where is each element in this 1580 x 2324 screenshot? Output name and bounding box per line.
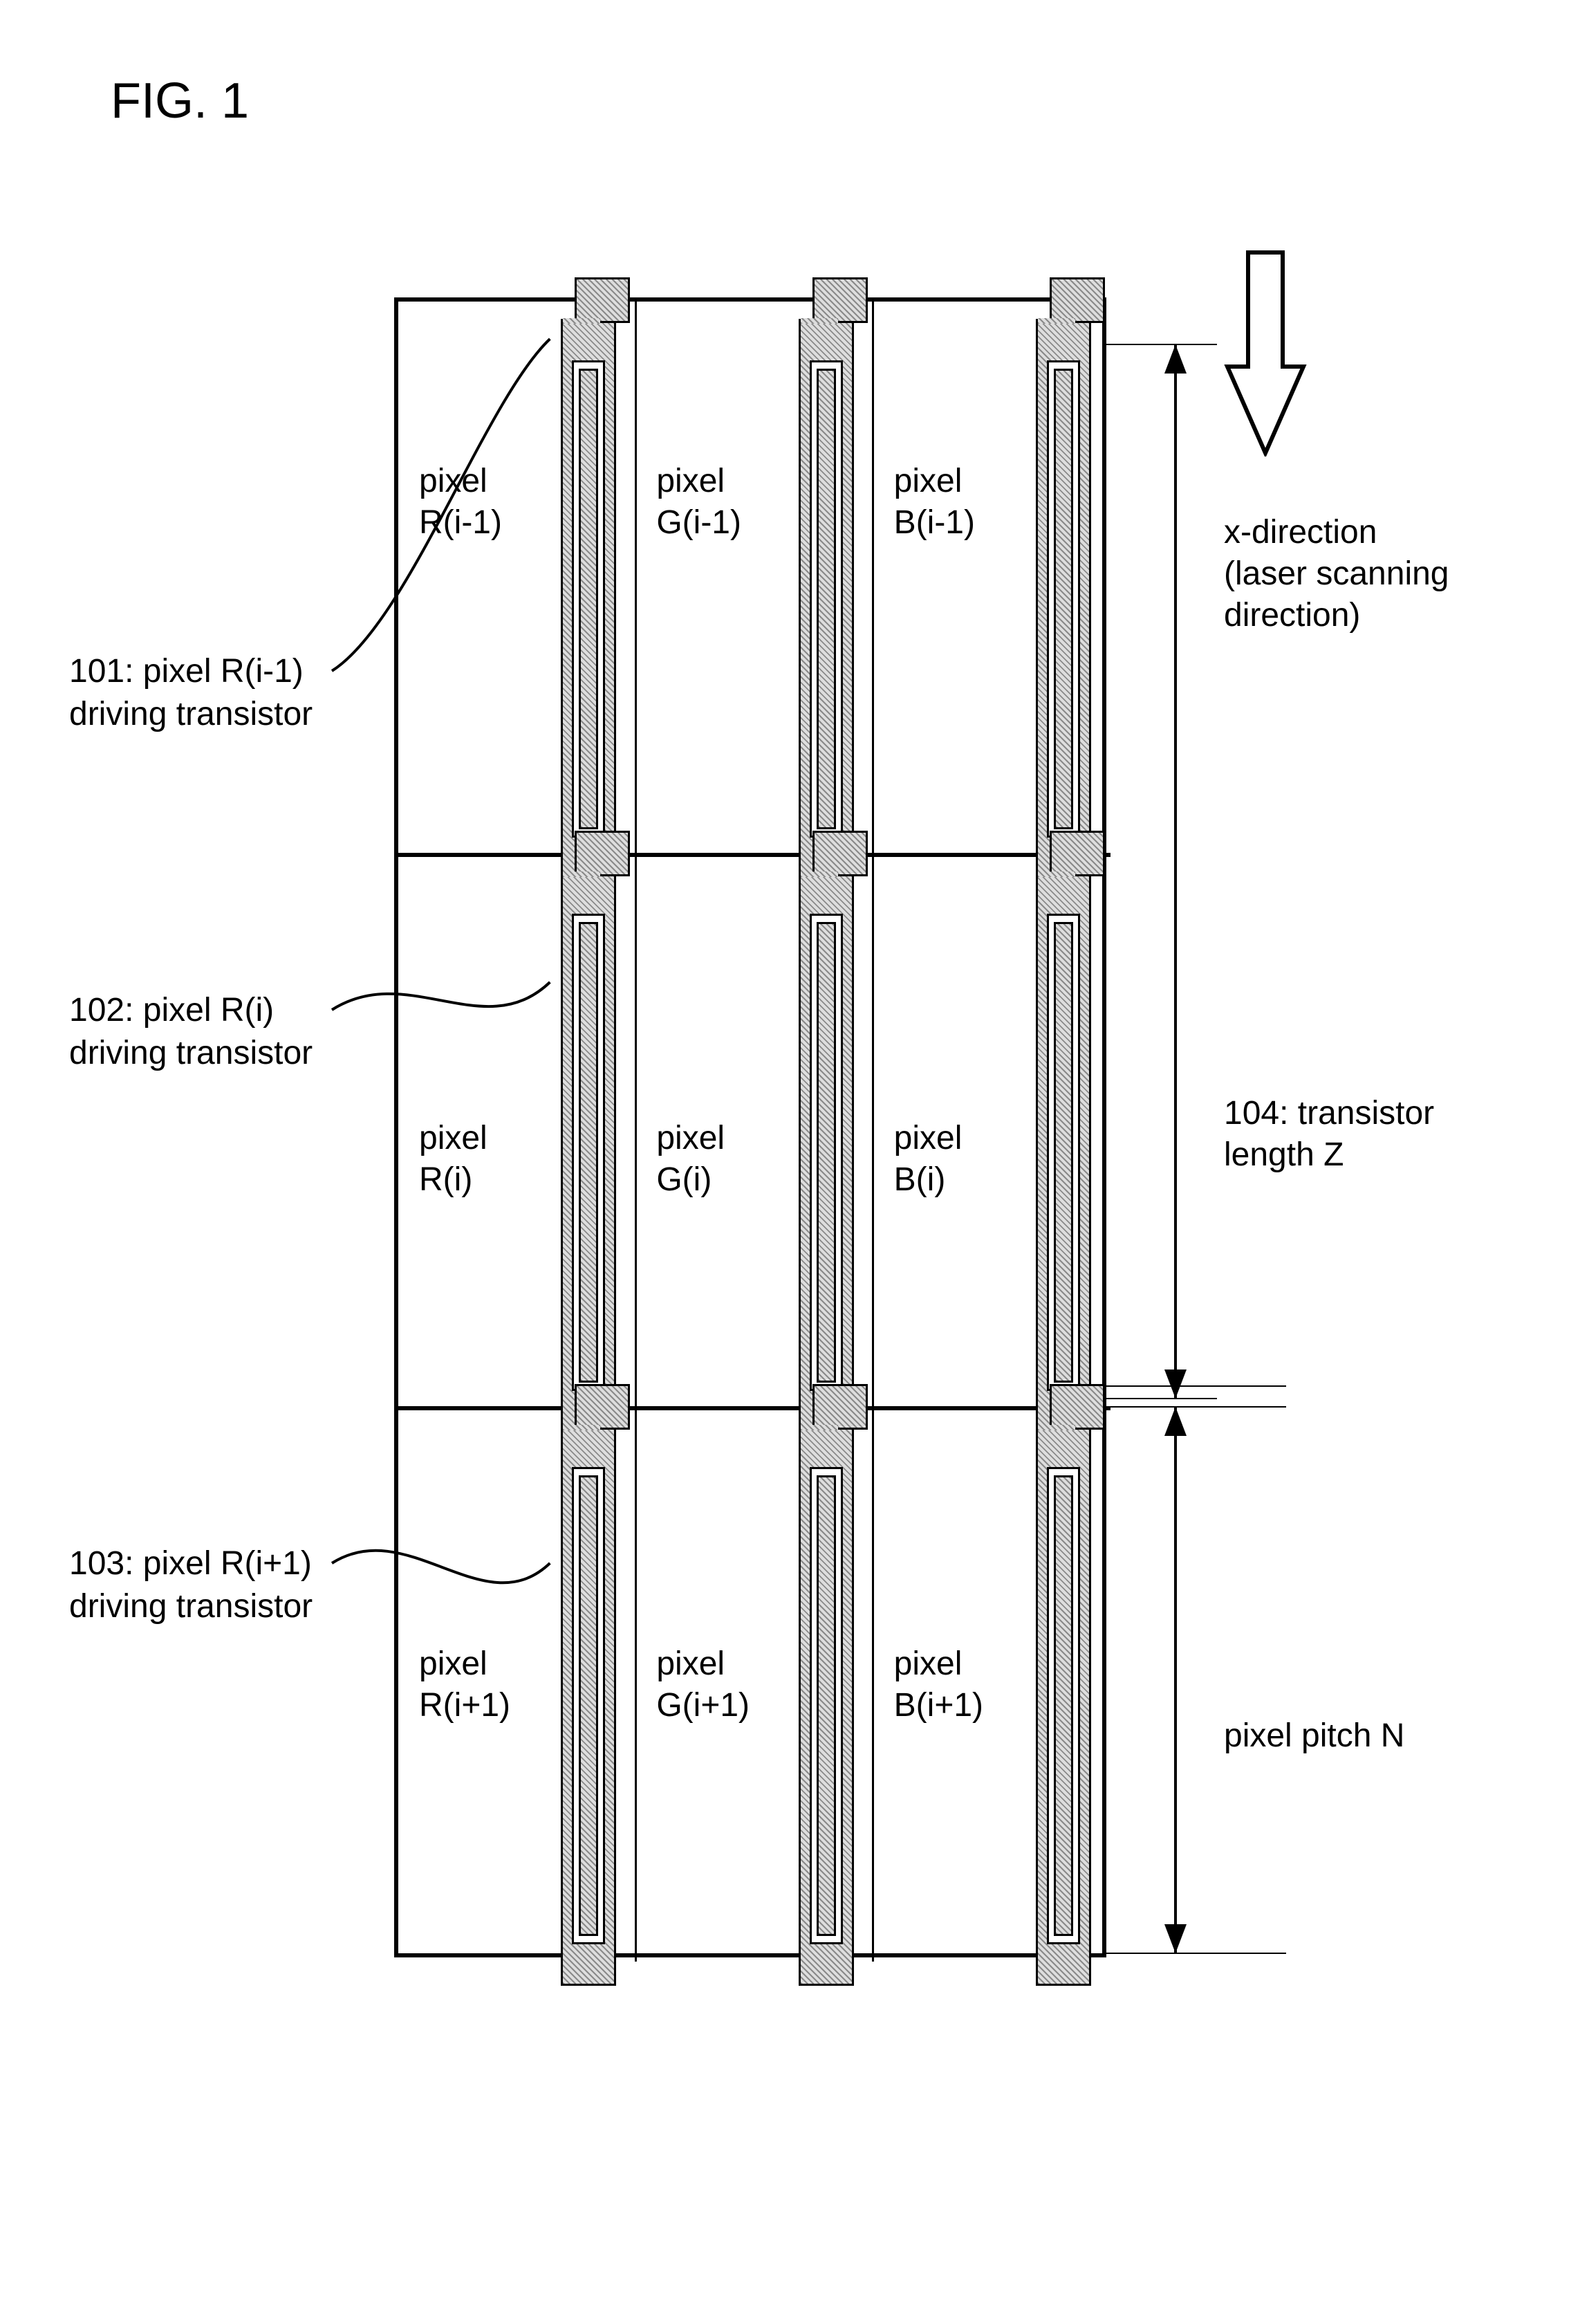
- pixel-label: pixel G(i-1): [656, 461, 741, 544]
- transistor-channel: [817, 1475, 836, 1936]
- pixel-grid: pixel R(i-1) pixel G(i-1) pixel B(i-1) pixe…: [394, 297, 1106, 1957]
- x-direction-arrow: [1224, 249, 1307, 456]
- transistor-channel: [579, 1475, 598, 1936]
- grid-col-divider: [635, 302, 637, 1962]
- pixel-label: pixel R(i): [419, 1118, 487, 1201]
- transistor-bar: [1036, 831, 1105, 1432]
- pixel-label: pixel B(i): [894, 1118, 963, 1201]
- transistor-channel: [1054, 369, 1073, 829]
- callout-label: 103: pixel R(i+1) driving transistor: [69, 1542, 313, 1629]
- figure-stage: FIG. 1 x-direction (laser scanning direc…: [0, 0, 1580, 2324]
- pixel-label: pixel G(i): [656, 1118, 725, 1201]
- transistor-bar: [799, 277, 868, 879]
- grid-row-divider: [398, 1406, 1110, 1410]
- transistor-bar: [561, 277, 630, 879]
- transistor-bar: [561, 1384, 630, 1986]
- figure-title: FIG. 1: [111, 73, 249, 129]
- pixel-label: pixel R(i+1): [419, 1643, 510, 1726]
- transistor-bar: [799, 1384, 868, 1986]
- transistor-channel: [579, 922, 598, 1383]
- transistor-channel: [817, 922, 836, 1383]
- pixel-pitch-label: pixel pitch N: [1224, 1715, 1404, 1757]
- callout-label: 102: pixel R(i) driving transistor: [69, 989, 313, 1076]
- transistor-channel: [1054, 1475, 1073, 1936]
- grid-col-divider: [872, 302, 874, 1962]
- transistor-bar: [1036, 277, 1105, 879]
- transistor-channel: [817, 369, 836, 829]
- transistor-bar: [1036, 1384, 1105, 1986]
- transistor-channel: [579, 369, 598, 829]
- transistor-channel: [1054, 922, 1073, 1383]
- pixel-label: pixel B(i-1): [894, 461, 975, 544]
- transistor-bar: [799, 831, 868, 1432]
- grid-row-divider: [398, 853, 1110, 857]
- callout-label: 101: pixel R(i-1) driving transistor: [69, 650, 313, 737]
- x-direction-label: x-direction (laser scanning direction): [1224, 512, 1449, 636]
- pixel-label: pixel R(i-1): [419, 461, 502, 544]
- transistor-length-label: 104: transistor length Z: [1224, 1093, 1434, 1176]
- transistor-bar: [561, 831, 630, 1432]
- pixel-label: pixel B(i+1): [894, 1643, 983, 1726]
- pixel-label: pixel G(i+1): [656, 1643, 750, 1726]
